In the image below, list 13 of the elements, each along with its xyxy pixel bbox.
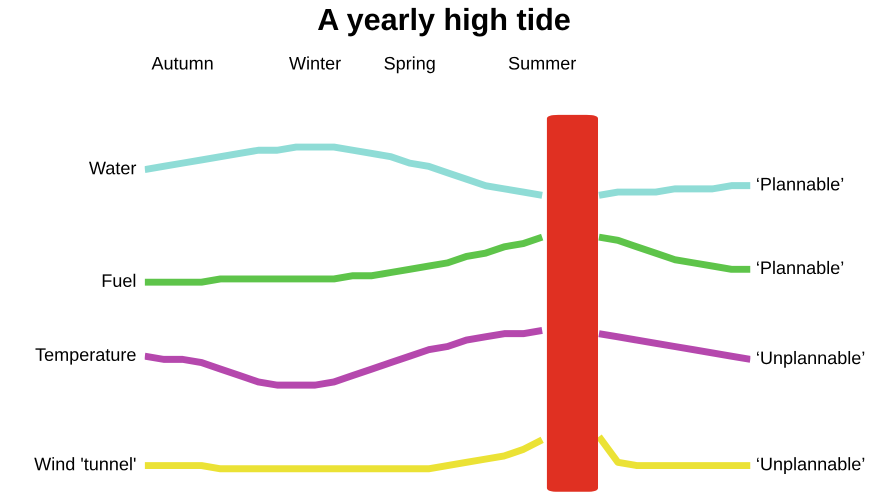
annotation: ‘Unplannable’ bbox=[757, 350, 864, 368]
x-tick-label: Spring bbox=[384, 56, 435, 74]
x-tick-label: Summer bbox=[508, 56, 576, 70]
annotation: ‘Unplannable’ bbox=[757, 457, 864, 474]
annotation: ‘Plannable’ bbox=[757, 177, 844, 190]
series-label: Temperature bbox=[35, 348, 136, 365]
series-label: Wind 'tunnel' bbox=[34, 457, 136, 470]
series-label: Fuel bbox=[102, 274, 136, 288]
x-tick-label: Winter bbox=[289, 56, 341, 70]
series-label: Water bbox=[89, 162, 136, 174]
x-tick-label: Autumn bbox=[152, 57, 213, 70]
chart-title: A yearly high tide bbox=[318, 8, 570, 36]
annotation: ‘Plannable’ bbox=[757, 260, 844, 274]
